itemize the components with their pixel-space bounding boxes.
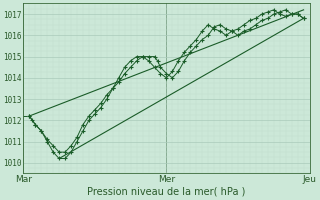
X-axis label: Pression niveau de la mer( hPa ): Pression niveau de la mer( hPa ) xyxy=(87,187,246,197)
